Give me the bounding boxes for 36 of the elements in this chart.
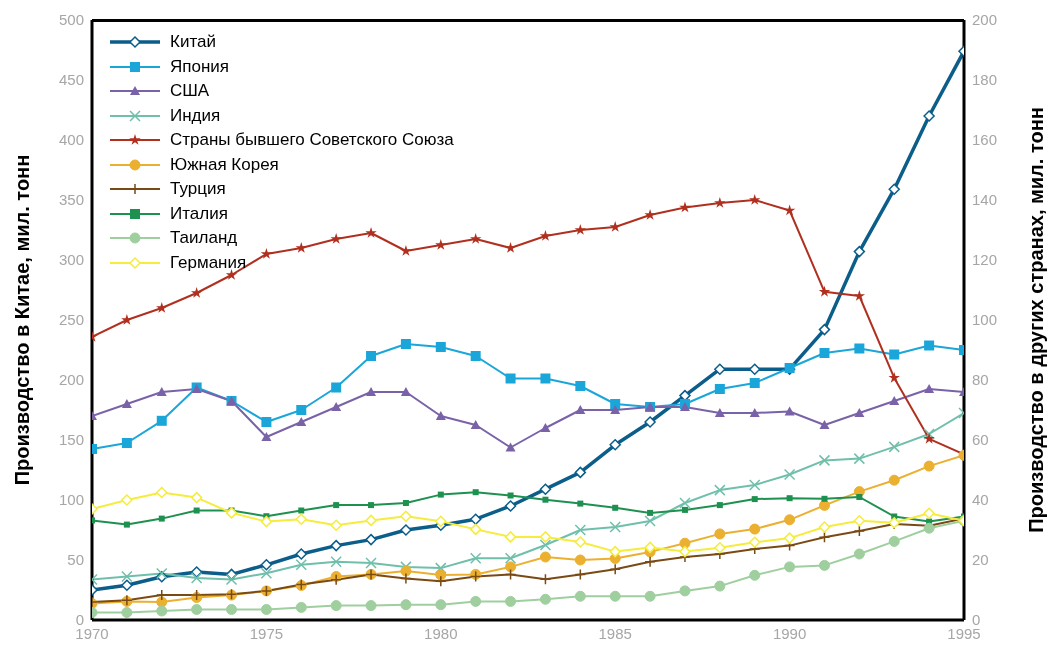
legend-label: Индия [170,105,221,126]
legend-label: Япония [170,56,230,77]
legend-label: Германия [170,252,247,273]
x-tick-label: 1975 [249,624,284,642]
y-tick-label: 200 [58,371,84,389]
y-tick-label: 350 [58,191,84,209]
y-tick-label: 150 [58,431,84,449]
y-tick-label: 400 [58,131,84,149]
x-tick-label: 1990 [772,624,807,642]
y2-tick-label: 200 [972,11,998,29]
y-tick-label: 250 [58,311,84,329]
legend-label: Таиланд [170,228,238,249]
y2-tick-label: 180 [972,71,998,89]
y-axis-title: Производство в Китае, мил. тонн [11,154,34,486]
legend-label: Страны бывшего Советского Союза [170,130,454,151]
legend-label: Италия [170,203,228,224]
y2-tick-label: 80 [972,371,989,389]
x-tick-label: 1980 [424,624,458,642]
legend-label: Китай [170,32,216,53]
y-tick-label: 300 [58,251,84,269]
y2-tick-label: 120 [972,251,998,269]
y-tick-label: 450 [58,71,84,89]
legend-label: Южная Корея [170,154,279,175]
y2-axis-title: Производство в других странах, мил. тонн [1025,107,1048,533]
y2-tick-label: 100 [972,311,998,329]
y2-tick-label: 40 [972,491,989,509]
legend-label: Турция [170,179,226,200]
x-tick-label: 1985 [598,624,632,642]
y2-tick-label: 140 [972,191,998,209]
y-tick-label: 500 [58,11,84,29]
y-tick-label: 100 [58,491,84,509]
y2-tick-label: 20 [972,551,989,569]
y-tick-label: 50 [67,551,84,569]
legend-label: США [170,81,210,102]
y2-tick-label: 160 [972,131,998,149]
y2-tick-label: 60 [972,431,989,449]
